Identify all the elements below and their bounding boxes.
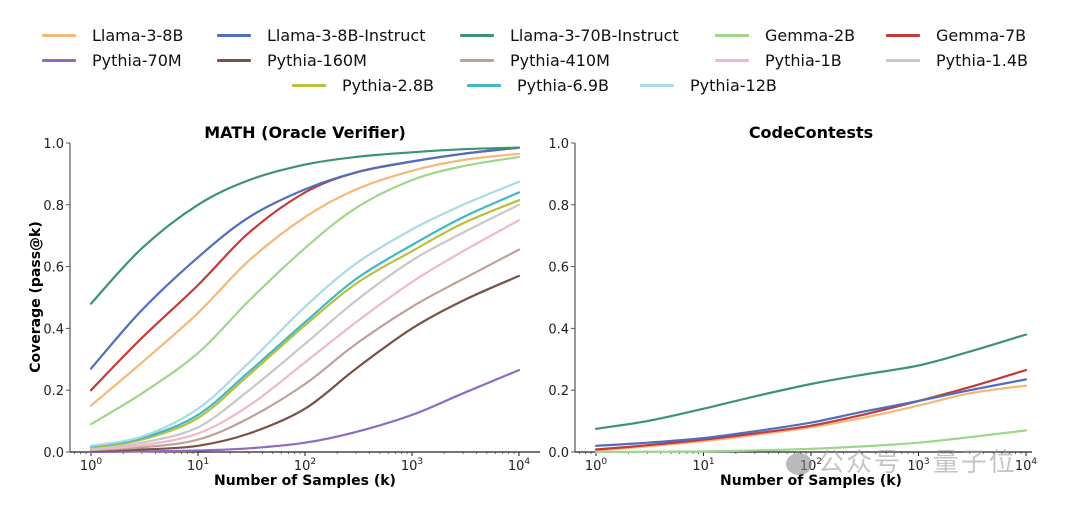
legend-item: Gemma-2B <box>715 26 855 45</box>
chart-title: CodeContests <box>749 123 873 142</box>
legend-swatch <box>460 34 494 37</box>
legend-label: Llama-3-8B-Instruct <box>267 26 426 45</box>
y-tick-label: 0.8 <box>548 199 569 214</box>
x-tick-label: 100 <box>585 457 608 474</box>
series-line-llama-3-70b-instruct <box>594 333 1028 430</box>
legend-item: Pythia-1B <box>715 51 842 70</box>
legend-swatch <box>292 84 326 87</box>
y-tick-label: 0.0 <box>43 446 64 461</box>
legend-item: Gemma-7B <box>886 26 1026 45</box>
legend-swatch <box>217 34 251 37</box>
watermark: 公众号 · 量子位 <box>786 442 1017 479</box>
legend-item: Llama-3-8B-Instruct <box>217 26 425 45</box>
legend-label: Pythia-6.9B <box>517 76 609 95</box>
legend-label: Pythia-160M <box>267 51 367 70</box>
chart-title: MATH (Oracle Verifier) <box>204 123 406 142</box>
x-tick-label: 104 <box>508 457 531 474</box>
legend-swatch <box>715 59 749 62</box>
x-tick-label: 103 <box>401 457 423 474</box>
x-axis-label: Number of Samples (k) <box>720 473 902 489</box>
series-line-llama-3-8b-instruct <box>594 378 1028 447</box>
watermark-text: 公众号 · 量子位 <box>818 448 1017 478</box>
legend-label: Pythia-1.4B <box>936 51 1028 70</box>
codecontests-chart: CodeContests Number of Samples (k) 0.0 0.… <box>548 123 1037 489</box>
legend-label: Gemma-2B <box>765 26 856 45</box>
legend-label: Pythia-70M <box>92 51 182 70</box>
series-line-pythia-160m <box>89 274 521 453</box>
legend-label: Pythia-1B <box>765 51 842 70</box>
legend-item: Pythia-1.4B <box>886 51 1028 70</box>
wechat-logo-icon <box>786 452 812 475</box>
y-tick-label: 0.2 <box>548 384 569 399</box>
legend-item: Pythia-2.8B <box>292 76 434 95</box>
y-tick-label: 0.6 <box>43 261 64 276</box>
series-line-gemma-7b <box>89 146 521 392</box>
legend-swatch <box>42 59 76 62</box>
y-axis-label: Coverage (pass@k) <box>28 221 44 373</box>
legend-item: Pythia-70M <box>42 51 182 70</box>
y-tick-label: 0.4 <box>548 322 569 337</box>
legend-label: Llama-3-8B <box>92 26 184 45</box>
y-tick-label: 1.0 <box>43 137 64 152</box>
legend-swatch <box>715 34 749 37</box>
legend-label: Pythia-12B <box>690 76 777 95</box>
series-line-llama-3-70b-instruct <box>89 146 521 305</box>
series-line-pythia-1-4b <box>89 203 521 450</box>
legend-label: Pythia-410M <box>510 51 610 70</box>
math-chart: MATH (Oracle Verifier) Coverage (pass@k)… <box>28 123 540 489</box>
legend-swatch <box>42 34 76 37</box>
series-line-pythia-410m <box>89 248 521 452</box>
x-tick-label: 104 <box>1015 457 1038 474</box>
series-line-pythia-12b <box>89 180 521 447</box>
series-line-pythia-6-9b <box>89 191 521 448</box>
legend-item: Llama-3-70B-Instruct <box>460 26 679 45</box>
legend-item: Pythia-160M <box>217 51 367 70</box>
y-tick-label: 1.0 <box>548 137 569 152</box>
series-line-pythia-1b <box>89 219 521 451</box>
legend-item: Pythia-12B <box>640 76 777 95</box>
legend-swatch <box>640 84 674 87</box>
y-tick-label: 0.0 <box>548 446 569 461</box>
legend-swatch <box>467 84 501 87</box>
series-line-gemma-7b <box>594 369 1028 451</box>
x-tick-label: 101 <box>692 457 714 474</box>
series-line-gemma-2b <box>89 155 521 426</box>
legend-item: Llama-3-8B <box>42 26 183 45</box>
x-tick-label: 102 <box>294 457 316 474</box>
legend-label: Gemma-7B <box>936 26 1027 45</box>
legend-item: Pythia-6.9B <box>467 76 609 95</box>
legend-label: Llama-3-70B-Instruct <box>510 26 679 45</box>
legend-swatch <box>217 59 251 62</box>
x-axis-label: Number of Samples (k) <box>214 473 396 489</box>
y-tick-label: 0.4 <box>43 322 64 337</box>
x-tick-label: 100 <box>80 457 103 474</box>
series-line-llama-3-8b <box>89 152 521 407</box>
x-tick-label: 101 <box>187 457 209 474</box>
series-line-llama-3-8b <box>594 384 1028 452</box>
legend-swatch <box>460 59 494 62</box>
series-line-pythia-70m <box>89 369 521 454</box>
series-line-pythia-2-8b <box>89 199 521 449</box>
y-tick-label: 0.6 <box>548 261 569 276</box>
y-tick-label: 0.2 <box>43 384 64 399</box>
series-line-llama-3-8b-instruct <box>89 146 521 370</box>
x-tick-label: 103 <box>907 457 929 474</box>
legend-swatch <box>886 59 920 62</box>
y-tick-label: 0.8 <box>43 199 64 214</box>
legend: Llama-3-8B Llama-3-8B-Instruct Llama-3-70B… <box>0 0 1080 110</box>
legend-item: Pythia-410M <box>460 51 610 70</box>
series-line-gemma-2b <box>594 429 1028 454</box>
legend-label: Pythia-2.8B <box>342 76 434 95</box>
legend-swatch <box>886 34 920 37</box>
